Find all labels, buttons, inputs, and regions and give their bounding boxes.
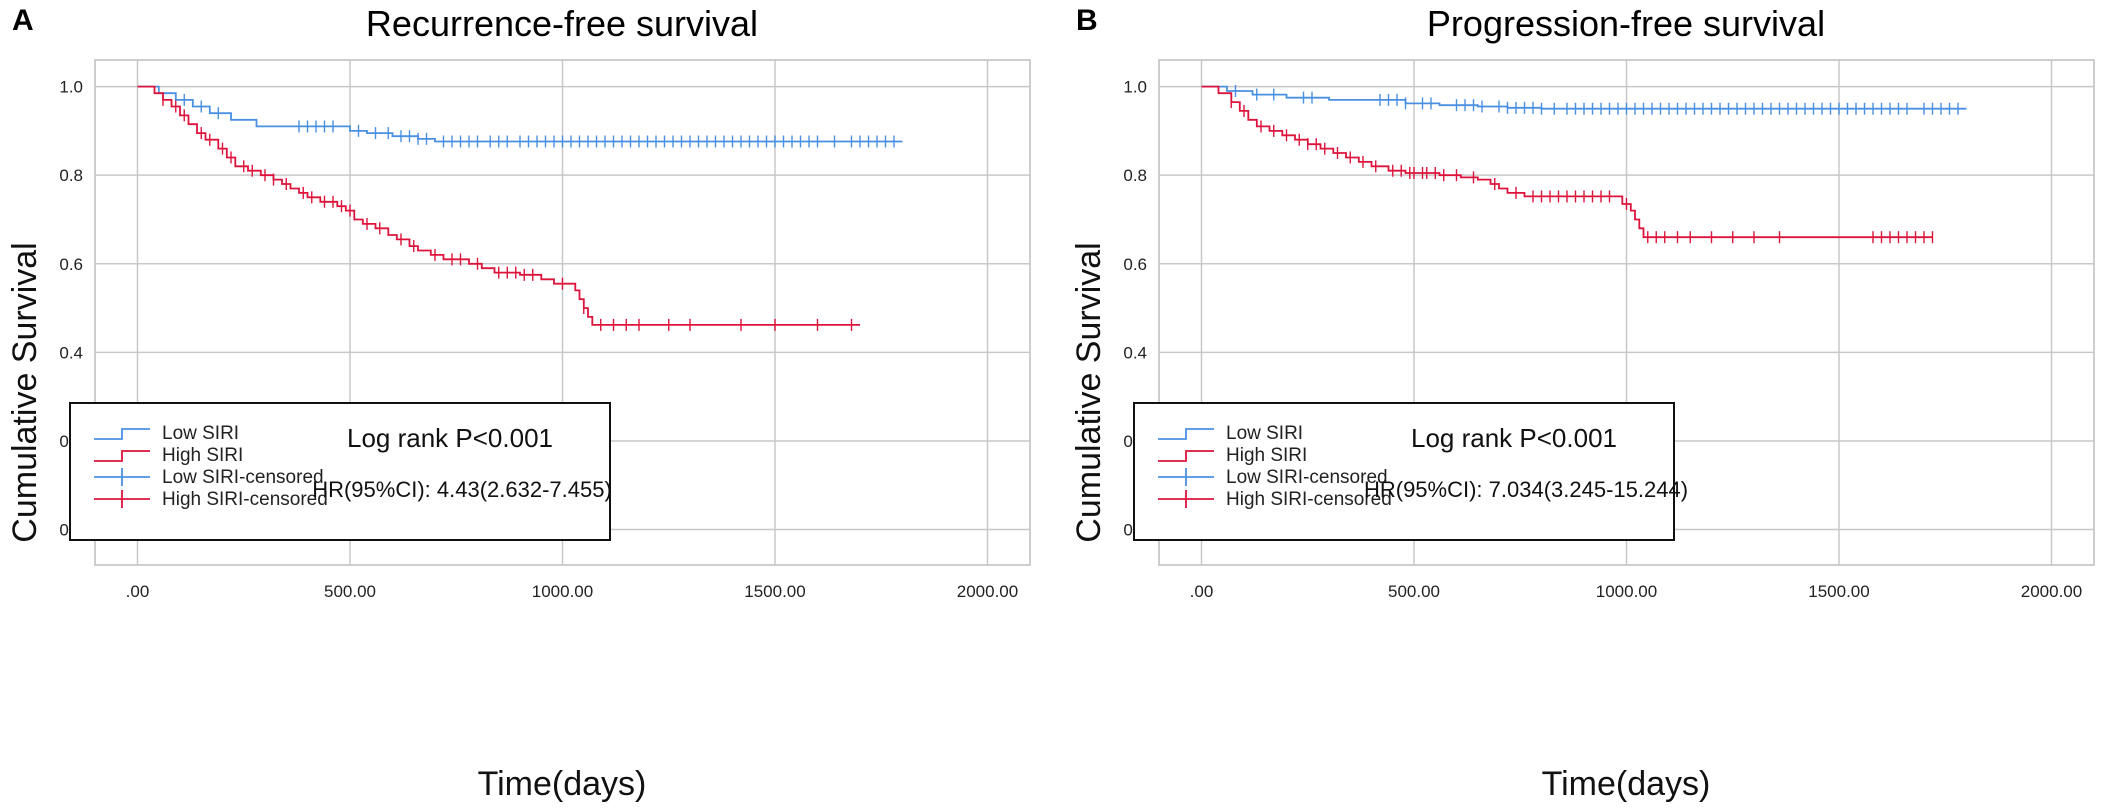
x-tick-label: 500.00: [1388, 582, 1440, 601]
log-rank-text: Log rank P<0.001: [1411, 423, 1617, 453]
legend-entry: Low SIRI: [1226, 423, 1303, 444]
y-tick-label: 1.0: [59, 78, 83, 97]
legend-symbol-curve: [94, 450, 150, 462]
x-tick-label: .00: [126, 582, 150, 601]
x-tick-label: 1500.00: [1808, 582, 1869, 601]
y-axis-label: Cumulative Survival: [1070, 242, 1108, 542]
chart-title: Recurrence-free survival: [366, 3, 758, 44]
y-tick-label: 1.0: [1123, 78, 1147, 97]
x-axis-label: Time(days): [1542, 765, 1711, 803]
x-tick-label: 1000.00: [1596, 582, 1657, 601]
legend-entry: Low SIRI-censored: [1226, 467, 1388, 488]
km-chart-progression-free: .00500.001000.001500.002000.000.00.20.40…: [1070, 3, 2095, 803]
legend-entry: Low SIRI: [162, 423, 239, 444]
x-tick-label: 500.00: [324, 582, 376, 601]
legend-entry: High SIRI: [1226, 445, 1307, 466]
x-axis-label: Time(days): [478, 765, 647, 803]
legend-symbol-curve: [1158, 428, 1214, 440]
panel-b: .00500.001000.001500.002000.000.00.20.40…: [1064, 0, 2128, 812]
legend-symbol-curve: [94, 428, 150, 440]
low-siri-curve: [137, 85, 903, 143]
legend-symbol-curve: [1158, 450, 1214, 462]
y-axis-label: Cumulative Survival: [6, 242, 44, 542]
x-tick-label: 2000.00: [957, 582, 1018, 601]
legend-box: [1133, 402, 1675, 541]
y-tick-label: 0.8: [1123, 166, 1147, 185]
legend-box: [69, 402, 611, 541]
km-chart-recurrence-free: .00500.001000.001500.002000.000.00.20.40…: [6, 3, 1031, 803]
chart-title: Progression-free survival: [1427, 3, 1825, 44]
y-tick-label: 0.4: [59, 343, 83, 362]
x-tick-label: .00: [1190, 582, 1214, 601]
legend-entry: High SIRI-censored: [162, 489, 328, 510]
high-siri-curve: [1201, 85, 1933, 239]
y-tick-label: 0.6: [1123, 255, 1147, 274]
y-tick-label: 0.8: [59, 166, 83, 185]
panel-label: A: [12, 4, 34, 37]
legend-entry: Low SIRI-censored: [162, 467, 324, 488]
hazard-ratio-text: HR(95%CI): 4.43(2.632-7.455): [312, 477, 612, 502]
log-rank-text: Log rank P<0.001: [347, 423, 553, 453]
x-tick-label: 1500.00: [744, 582, 805, 601]
y-tick-label: 0.4: [1123, 343, 1147, 362]
hazard-ratio-text: HR(95%CI): 7.034(3.245-15.244): [1364, 477, 1688, 502]
high-siri-curve: [137, 85, 860, 326]
legend-entry: High SIRI: [162, 445, 243, 466]
panel-label: B: [1076, 4, 1098, 37]
x-tick-label: 1000.00: [532, 582, 593, 601]
panel-a: .00500.001000.001500.002000.000.00.20.40…: [6, 3, 1031, 803]
legend-entry: High SIRI-censored: [1226, 489, 1392, 510]
y-tick-label: 0.6: [59, 255, 83, 274]
x-tick-label: 2000.00: [2021, 582, 2082, 601]
